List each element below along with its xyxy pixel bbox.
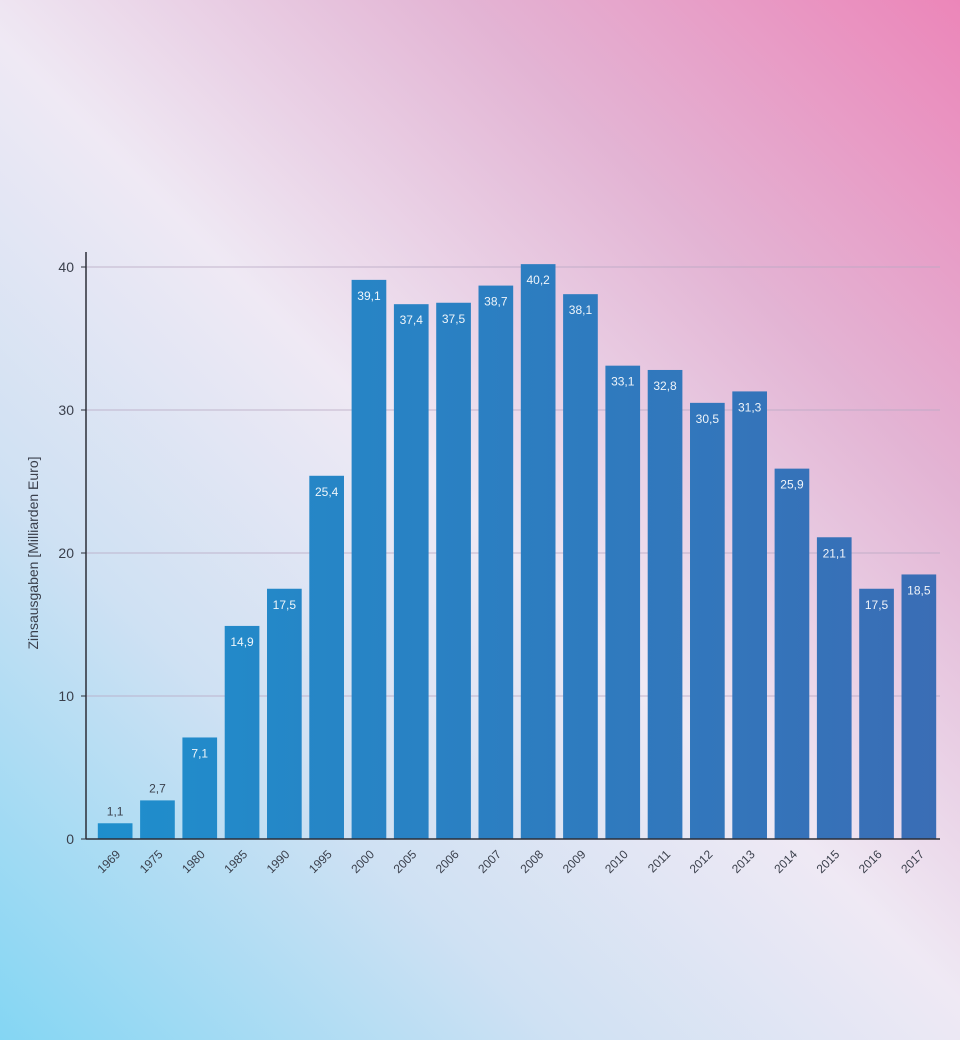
x-tick-label-2008: 2008 — [517, 847, 546, 876]
bars — [97, 264, 937, 840]
x-tick-label-2010: 2010 — [602, 847, 631, 876]
data-label-2014: 25,9 — [780, 478, 804, 492]
bar-2010 — [605, 365, 641, 839]
bar-2012 — [690, 402, 725, 839]
data-label-1995: 25,4 — [315, 485, 339, 499]
data-label-2016: 17,5 — [865, 598, 889, 612]
bar-2009 — [563, 294, 598, 839]
x-tick-label-2005: 2005 — [391, 847, 420, 876]
data-label-1969: 1,1 — [107, 804, 124, 818]
y-tick-label-0: 0 — [66, 831, 74, 847]
data-label-1985: 14,9 — [230, 635, 254, 649]
x-tick-label-2011: 2011 — [645, 847, 673, 875]
data-label-2006: 37,5 — [442, 312, 466, 326]
bar-2014 — [774, 468, 810, 839]
bar-1969 — [97, 823, 133, 839]
data-label-1975: 2,7 — [149, 781, 166, 795]
data-label-2008: 40,2 — [526, 273, 550, 287]
bar-2015 — [816, 537, 852, 839]
x-tick-label-1969: 1969 — [94, 847, 123, 876]
x-axis-ticks: 1969 1975 1980 1985 1990 1995 2000 2005 2006 2007… — [94, 847, 927, 876]
bar-1995 — [309, 475, 344, 839]
bar-1975 — [140, 800, 175, 839]
x-tick-label-2000: 2000 — [348, 847, 377, 876]
data-labels: 1,1 2,7 7,1 14,9 17,5 25,4 39,1 37,4 37,5 38,7 40,… — [107, 273, 931, 818]
x-tick-label-1980: 1980 — [179, 847, 208, 876]
x-tick-label-1975: 1975 — [137, 847, 166, 876]
data-label-1990: 17,5 — [273, 598, 297, 612]
x-tick-label-2014: 2014 — [771, 847, 800, 876]
y-axis-label: Zinsausgaben [Milliarden Euro] — [25, 457, 41, 650]
x-tick-label-1995: 1995 — [306, 847, 335, 876]
data-label-2012: 30,5 — [696, 412, 720, 426]
bar-2000 — [351, 279, 387, 839]
bar-2007 — [478, 285, 514, 840]
x-tick-label-2007: 2007 — [475, 847, 504, 876]
x-tick-label-2012: 2012 — [687, 847, 716, 876]
data-label-2015: 21,1 — [823, 546, 847, 560]
bar-2005 — [393, 304, 429, 839]
data-label-2007: 38,7 — [484, 295, 508, 309]
bar-1990 — [267, 588, 302, 839]
data-label-2009: 38,1 — [569, 303, 593, 317]
data-label-2013: 31,3 — [738, 400, 762, 414]
data-label-2010: 33,1 — [611, 375, 635, 389]
x-tick-label-2009: 2009 — [560, 847, 589, 876]
bar-2016 — [859, 588, 894, 839]
data-label-2000: 39,1 — [357, 289, 381, 303]
x-tick-label-2006: 2006 — [433, 847, 462, 876]
bar-1980 — [182, 737, 218, 839]
bar-2008 — [520, 264, 556, 839]
bar-1985 — [224, 625, 260, 839]
x-tick-label-2013: 2013 — [729, 847, 758, 876]
y-tick-label-20: 20 — [58, 545, 74, 561]
y-axis-ticks: 0 10 20 30 40 — [58, 259, 86, 847]
x-tick-label-1990: 1990 — [264, 847, 293, 876]
bar-2013 — [732, 391, 767, 839]
bar-2011 — [647, 369, 683, 839]
x-tick-label-2016: 2016 — [856, 847, 885, 876]
data-label-2005: 37,4 — [400, 313, 424, 327]
x-tick-label-1985: 1985 — [221, 847, 250, 876]
data-label-2011: 32,8 — [653, 379, 677, 393]
x-tick-label-2017: 2017 — [898, 847, 927, 876]
data-label-1980: 7,1 — [191, 746, 208, 760]
bar-2006 — [436, 302, 471, 839]
y-tick-label-40: 40 — [58, 259, 74, 275]
y-tick-label-30: 30 — [58, 402, 74, 418]
y-tick-label-10: 10 — [58, 688, 74, 704]
data-label-2017: 18,5 — [907, 583, 931, 597]
x-tick-label-2015: 2015 — [814, 847, 843, 876]
bar-2017 — [901, 574, 937, 839]
